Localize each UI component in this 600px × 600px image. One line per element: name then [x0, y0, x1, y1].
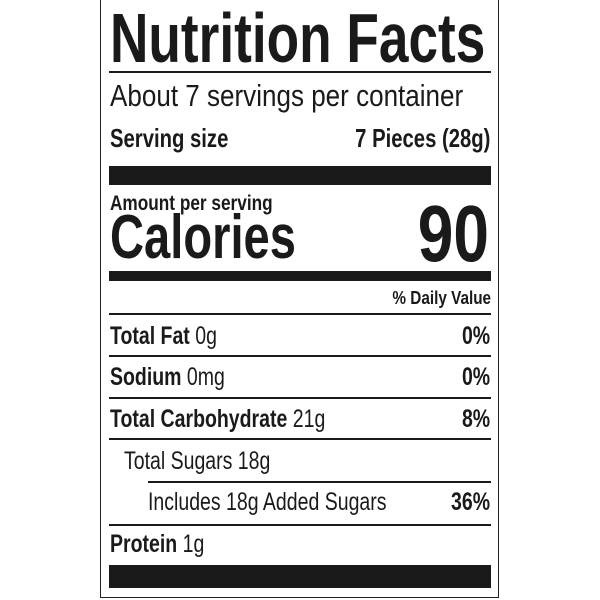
serving-size-value: 7 Pieces (28g) — [354, 123, 490, 153]
calories-value: 90 — [417, 189, 489, 278]
calories-label: Calories — [110, 203, 296, 272]
nutrient-dv: 36% — [450, 488, 490, 516]
serving-size-label: Serving size — [110, 123, 229, 153]
divider — [109, 438, 491, 440]
nutrient-row-added-sugars: Includes 18g Added Sugars — [148, 488, 387, 516]
medium-bar — [109, 271, 491, 281]
nutrient-amount: 21g — [292, 405, 326, 433]
divider — [148, 481, 491, 483]
nutrient-amount: 0g — [195, 322, 217, 350]
nutrient-name: Total Fat — [110, 322, 190, 350]
nutrient-row-protein: Protein 1g — [110, 532, 204, 557]
thick-bar — [109, 166, 491, 185]
nutrient-row-total-carbohydrate: Total Carbohydrate 21g — [110, 407, 325, 432]
nutrition-facts-label — [100, 0, 499, 598]
divider — [109, 524, 491, 526]
amount-per-serving: Amount per serving — [110, 192, 273, 215]
daily-value-header: % Daily Value — [392, 288, 491, 308]
nutrient-name: Protein — [110, 530, 178, 558]
divider — [109, 355, 491, 357]
nutrient-row-total-sugars: Total Sugars 18g — [124, 447, 271, 475]
thick-bar — [109, 565, 491, 588]
nutrient-amount: 1g — [182, 530, 205, 558]
nutrient-name: Total Carbohydrate — [110, 405, 288, 433]
divider — [109, 313, 491, 315]
divider — [109, 397, 491, 399]
divider — [109, 71, 491, 73]
nutrient-amount: 0mg — [186, 363, 225, 391]
nutrient-row-sodium: Sodium 0mg — [110, 365, 225, 390]
nutrient-dv: 0% — [461, 363, 490, 391]
servings-per-container: About 7 servings per container — [110, 78, 464, 113]
title: Nutrition Facts — [110, 0, 486, 77]
nutrient-row-total-fat: Total Fat 0g — [110, 324, 217, 349]
nutrient-dv: 8% — [461, 405, 490, 433]
nutrient-name: Sodium — [110, 363, 182, 391]
nutrient-dv: 0% — [461, 322, 490, 350]
